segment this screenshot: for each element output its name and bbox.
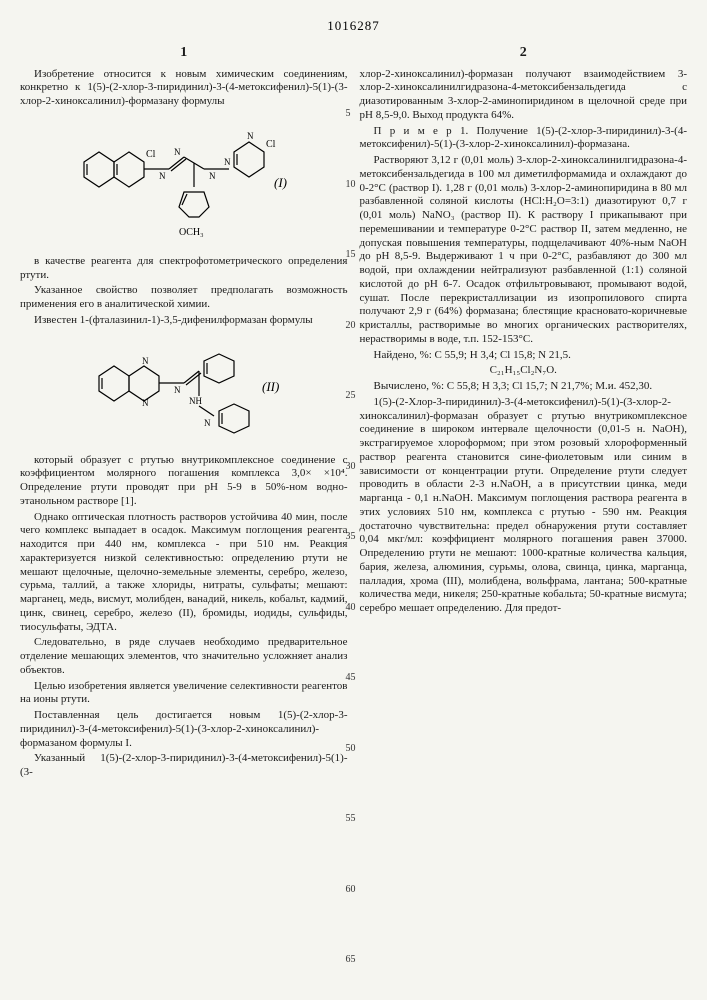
- paragraph: хлор-2-хиноксалинил)-формазан получают в…: [360, 68, 688, 123]
- page-container: 1 5 10 15 20 25 30 35 40 45 50 55 60 65 …: [20, 44, 687, 782]
- chemical-structure-1: Cl N N N N Cl N: [74, 117, 294, 247]
- svg-text:N: N: [142, 356, 149, 366]
- lineno: 15: [346, 249, 356, 262]
- line-numbers-left: 5 10 15 20 25 30 35 40 45 50 55 60 65: [346, 72, 356, 967]
- svg-text:N: N: [159, 171, 166, 181]
- formula-2-label: (II): [262, 379, 279, 394]
- paragraph: Вычислено, %: С 55,8; H 3,3; Cl 15,7; N …: [360, 380, 688, 394]
- lineno: 10: [346, 179, 356, 192]
- svg-text:N: N: [142, 398, 149, 408]
- svg-text:N: N: [247, 131, 254, 141]
- lineno: 65: [346, 954, 356, 967]
- paragraph: 1(5)-(2-Хлор-3-пиридинил)-3-(4-метоксифе…: [360, 396, 688, 616]
- chemical-structure-2: N N N NH N (II): [84, 336, 284, 446]
- svg-text:NH: NH: [189, 396, 202, 406]
- paragraph: П р и м е р 1. Получение 1(5)-(2-хлор-3-…: [360, 125, 688, 153]
- svg-text:Cl: Cl: [266, 139, 276, 150]
- paragraph: который образует с ртутью внутрикомплекс…: [20, 454, 348, 509]
- paragraph: Указанное свойство позволяет предполагат…: [20, 284, 348, 312]
- svg-text:N: N: [204, 418, 211, 428]
- lineno: 35: [346, 531, 356, 544]
- svg-text:N: N: [209, 171, 216, 181]
- paragraph: Изобретение относится к новым химическим…: [20, 68, 348, 109]
- lineno: 30: [346, 461, 356, 474]
- paragraph: Следовательно, в ряде случаев необходимо…: [20, 636, 348, 677]
- lineno: 45: [346, 672, 356, 685]
- lineno: 60: [346, 884, 356, 897]
- lineno: 55: [346, 813, 356, 826]
- svg-text:N: N: [174, 147, 181, 157]
- svg-text:OCH₃: OCH₃: [179, 227, 204, 238]
- svg-text:N: N: [174, 385, 181, 395]
- paragraph: Растворяют 3,12 г (0,01 моль) 3-хлор-2-х…: [360, 154, 688, 347]
- svg-text:Cl: Cl: [146, 149, 156, 160]
- lineno: 5: [346, 108, 356, 121]
- paragraph: Указанный 1(5)-(2-хлор-3-пиридинил)-3-(4…: [20, 752, 348, 780]
- formula-1-label: (I): [274, 175, 287, 190]
- document-id: 1016287: [20, 18, 687, 34]
- paragraph: Известен 1-(фталазинил-1)-3,5-дифенилфор…: [20, 314, 348, 328]
- right-column: 2 хлор-2-хиноксалинил)-формазан получают…: [360, 44, 688, 782]
- lineno: 20: [346, 320, 356, 333]
- svg-text:N: N: [224, 157, 231, 167]
- right-page-number: 2: [360, 44, 688, 62]
- chemical-formula: C₂₁H₁₅Cl₂N₇O.: [360, 364, 688, 378]
- paragraph: Поставленная цель достигается новым 1(5)…: [20, 709, 348, 750]
- lineno: 50: [346, 743, 356, 756]
- paragraph: Однако оптическая плотность растворов ус…: [20, 511, 348, 635]
- paragraph: Найдено, %: С 55,9; H 3,4; Cl 15,8; N 21…: [360, 349, 688, 363]
- lineno: 25: [346, 390, 356, 403]
- left-column: 1 5 10 15 20 25 30 35 40 45 50 55 60 65 …: [20, 44, 348, 782]
- left-page-number: 1: [20, 44, 348, 62]
- paragraph: Целью изобретения является увеличение се…: [20, 680, 348, 708]
- paragraph: в качестве реагента для спектрофотометри…: [20, 255, 348, 283]
- lineno: 40: [346, 602, 356, 615]
